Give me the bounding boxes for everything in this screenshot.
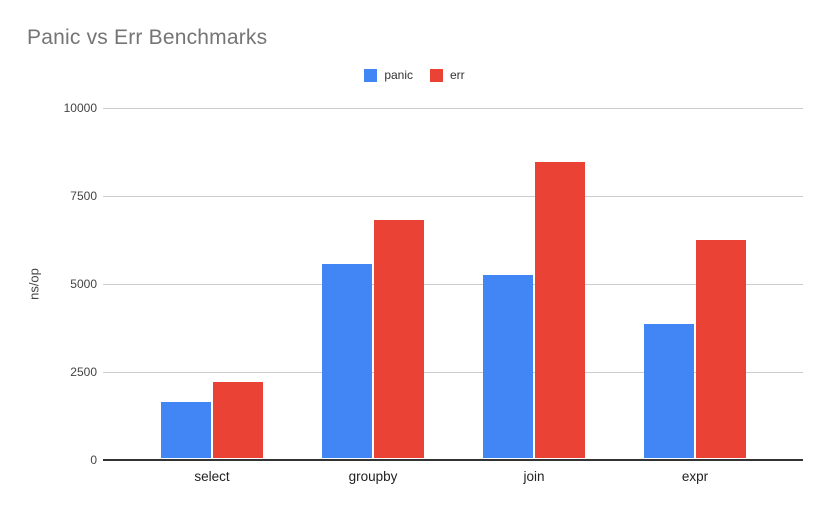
plot-area <box>103 108 803 461</box>
bar-err-groupby <box>374 220 424 458</box>
x-category-label-expr: expr <box>681 469 709 484</box>
legend-label: err <box>450 68 465 82</box>
gridline <box>103 372 803 373</box>
bar-err-expr <box>696 240 746 458</box>
bar-panic-expr <box>644 324 694 458</box>
legend-item-panic: panic <box>364 68 413 82</box>
y-tick-label: 5000 <box>70 277 97 291</box>
bar-err-select <box>213 382 263 458</box>
y-axis-tick-labels: 0 2500 5000 7500 10000 <box>0 101 97 467</box>
gridline <box>103 108 803 109</box>
gridline <box>103 196 803 197</box>
x-category-label-join: join <box>523 469 545 484</box>
legend-item-err: err <box>430 68 465 82</box>
x-axis-line <box>103 459 803 461</box>
x-category-label-select: select <box>194 469 230 484</box>
legend-swatch-panic <box>364 68 378 82</box>
bar-panic-groupby <box>322 264 372 458</box>
chart-title: Panic vs Err Benchmarks <box>27 26 268 49</box>
gridline <box>103 284 803 285</box>
y-tick-label: 10000 <box>63 101 97 115</box>
bar-panic-select <box>161 402 211 458</box>
bar-panic-join <box>483 275 533 458</box>
legend-swatch-err <box>430 68 443 82</box>
y-tick-label: 7500 <box>70 189 97 203</box>
y-tick-label: 2500 <box>70 365 97 379</box>
x-category-label-groupby: groupby <box>348 469 398 484</box>
legend: panic err <box>0 68 829 82</box>
y-tick-label: 0 <box>90 453 97 467</box>
bar-err-join <box>535 162 585 458</box>
legend-label: panic <box>384 68 413 82</box>
x-axis-category-labels: select groupby join expr <box>103 469 803 489</box>
